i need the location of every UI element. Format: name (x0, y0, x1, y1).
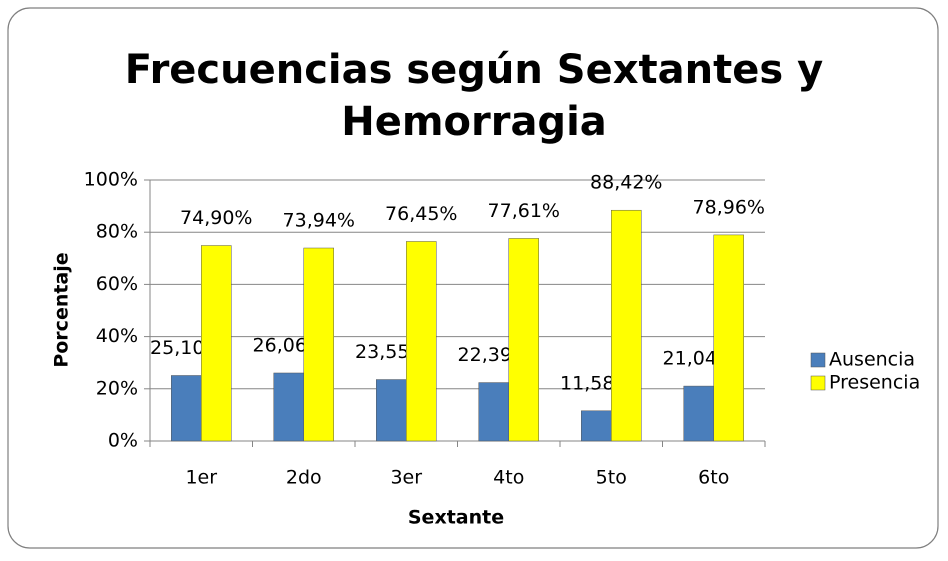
bar (303, 247, 334, 442)
chart-title-line2: Hemorragia (341, 99, 607, 145)
data-label: 76,45% (385, 203, 457, 225)
bar (611, 209, 642, 442)
x-tick-label: 1er (185, 467, 217, 489)
bar (273, 372, 304, 442)
legend-label: Presencia (829, 372, 920, 394)
bar (581, 410, 612, 442)
y-axis-title: Porcentaje (51, 252, 73, 367)
x-axis-title: Sextante (408, 507, 504, 529)
x-tick-label: 5to (596, 467, 627, 489)
legend-swatch (810, 375, 826, 391)
y-tick-label: 0% (108, 430, 138, 452)
legend-label: Ausencia (829, 349, 915, 371)
x-tick-label: 6to (698, 467, 729, 489)
y-tick-label: 80% (96, 221, 138, 243)
bar (683, 385, 714, 442)
bar (406, 241, 437, 442)
x-tick-label: 3er (390, 467, 422, 489)
bar (508, 238, 539, 442)
data-label: 77,61% (488, 200, 560, 222)
y-tick-label: 40% (96, 325, 138, 347)
bar (376, 379, 407, 442)
data-label: 88,42% (590, 172, 662, 194)
data-label: 73,94% (283, 210, 355, 232)
data-label: 78,96% (693, 196, 765, 218)
y-tick-label: 100% (84, 169, 138, 191)
x-tick-label: 2do (286, 467, 322, 489)
y-tick-label: 60% (96, 273, 138, 295)
data-label: 74,90% (180, 207, 252, 229)
bar (713, 234, 744, 442)
x-tick-label: 4to (493, 467, 524, 489)
bar (171, 375, 202, 442)
chart-title: Frecuencias según Sextantes y (125, 47, 823, 93)
bar (478, 382, 509, 442)
y-tick-label: 20% (96, 377, 138, 399)
legend-swatch (810, 352, 826, 368)
bar (201, 245, 232, 442)
